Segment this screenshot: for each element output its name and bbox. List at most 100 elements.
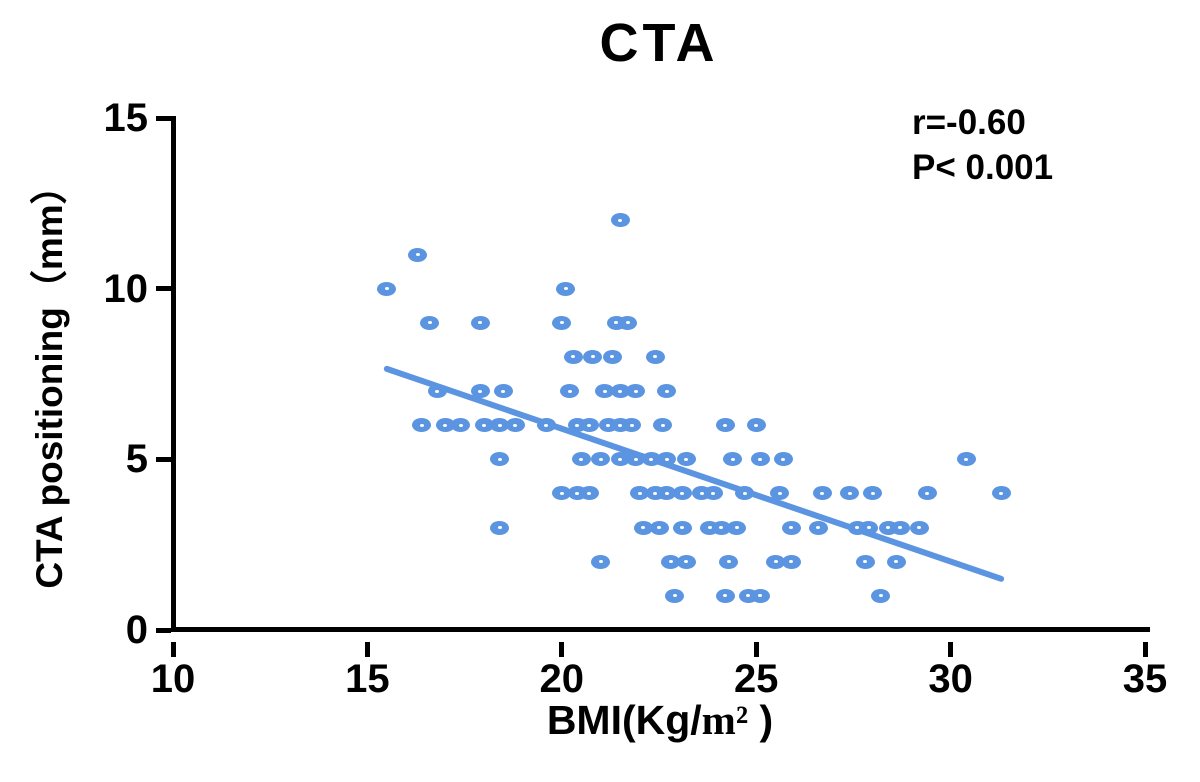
- data-point: [552, 486, 572, 501]
- data-point: [750, 452, 770, 467]
- data-point: [610, 384, 630, 399]
- data-point: [672, 520, 692, 535]
- y-tick: [156, 627, 171, 633]
- data-point: [859, 520, 879, 535]
- data-point: [855, 554, 875, 569]
- data-point: [750, 588, 770, 603]
- data-point: [633, 520, 653, 535]
- x-tick: [364, 642, 370, 657]
- data-point: [890, 520, 910, 535]
- x-axis-label-suffix: ): [748, 697, 774, 743]
- data-point: [490, 452, 510, 467]
- data-point: [626, 384, 646, 399]
- data-point: [470, 384, 490, 399]
- data-point: [723, 452, 743, 467]
- data-point: [649, 520, 669, 535]
- data-point: [781, 554, 801, 569]
- y-tick-label: 0: [125, 608, 148, 652]
- data-point: [493, 384, 513, 399]
- data-point: [917, 486, 937, 501]
- y-axis-line: [171, 116, 176, 632]
- data-point: [591, 452, 611, 467]
- data-point: [474, 418, 494, 433]
- x-tick: [1142, 642, 1148, 657]
- data-point: [886, 554, 906, 569]
- data-point: [715, 588, 735, 603]
- data-point: [490, 418, 510, 433]
- correlation-r-text: r=-0.60: [912, 103, 1026, 142]
- trend-line: [383, 365, 1005, 582]
- data-point: [583, 349, 603, 364]
- data-point: [661, 554, 681, 569]
- y-axis-label: CTA positioning（mm）: [29, 167, 70, 589]
- data-point: [956, 452, 976, 467]
- data-point: [840, 486, 859, 501]
- data-point: [715, 418, 735, 433]
- correlation-annotation: r=-0.60 P< 0.001: [912, 100, 1053, 190]
- data-point: [560, 384, 580, 399]
- data-point: [711, 520, 731, 535]
- x-tick-label: 35: [1122, 657, 1168, 701]
- data-point: [618, 315, 638, 330]
- data-point: [735, 486, 755, 501]
- x-tick-label: 10: [150, 657, 196, 701]
- data-point: [719, 554, 739, 569]
- data-point: [420, 315, 440, 330]
- data-point: [703, 486, 723, 501]
- y-tick: [156, 115, 171, 121]
- data-point: [630, 486, 650, 501]
- data-point: [556, 281, 576, 296]
- data-point: [773, 452, 793, 467]
- data-point: [808, 520, 828, 535]
- x-axis-label-unit: m²: [701, 697, 749, 743]
- data-point: [676, 452, 696, 467]
- data-point: [727, 520, 747, 535]
- data-point: [377, 281, 397, 296]
- data-point: [665, 588, 685, 603]
- y-tick-label: 5: [125, 437, 148, 482]
- data-point: [672, 486, 692, 501]
- x-tick-label: 20: [539, 657, 585, 701]
- data-point: [610, 213, 630, 228]
- data-point: [435, 418, 455, 433]
- x-tick-label: 30: [928, 657, 973, 701]
- data-point: [571, 452, 591, 467]
- x-tick: [753, 642, 759, 657]
- chart-title: CTA: [599, 13, 719, 73]
- x-axis-label-prefix: BMI(Kg/: [546, 697, 702, 743]
- y-tick: [156, 286, 171, 292]
- data-point: [645, 349, 665, 364]
- data-point: [653, 418, 673, 433]
- plot-area: [173, 118, 1145, 630]
- data-point: [909, 520, 929, 535]
- data-point: [552, 315, 572, 330]
- data-point: [641, 452, 661, 467]
- y-tick: [156, 456, 171, 462]
- data-point: [470, 315, 490, 330]
- data-point: [595, 384, 615, 399]
- data-point: [676, 554, 696, 569]
- data-point: [536, 418, 556, 433]
- x-tick: [948, 642, 954, 657]
- p-value-text: P< 0.001: [912, 148, 1054, 187]
- data-point: [871, 588, 891, 603]
- data-point: [408, 247, 428, 262]
- y-tick-label: 10: [103, 266, 149, 311]
- data-point: [579, 418, 599, 433]
- data-point: [505, 418, 525, 433]
- data-point: [622, 418, 642, 433]
- y-tick-label: 15: [103, 96, 149, 140]
- data-point: [490, 520, 510, 535]
- data-point: [863, 486, 883, 501]
- data-point: [451, 418, 471, 433]
- x-tick: [170, 642, 176, 657]
- data-point: [610, 452, 630, 467]
- x-tick: [559, 642, 565, 657]
- data-point: [781, 520, 801, 535]
- data-point: [766, 554, 786, 569]
- data-point: [602, 349, 622, 364]
- data-point: [626, 452, 646, 467]
- data-point: [412, 418, 432, 433]
- data-point: [427, 384, 447, 399]
- data-point: [579, 486, 599, 501]
